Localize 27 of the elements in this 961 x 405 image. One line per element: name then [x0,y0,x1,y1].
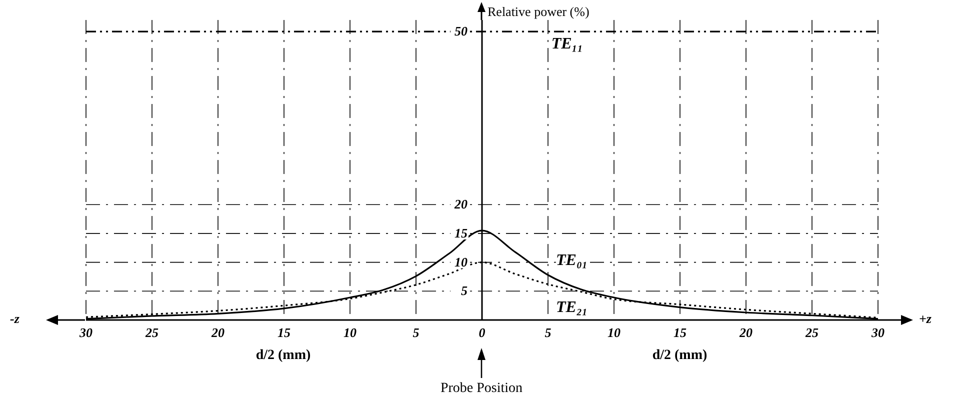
x-tick-label: 10 [344,325,357,340]
series-label: TE₁₁ [551,36,583,53]
x-tick-label: 0 [478,325,486,340]
x-tick-label: 15 [278,325,291,340]
x-tick-label: 25 [804,325,819,340]
text: d/2 (mm) [652,348,708,363]
text: +z [919,311,932,327]
x-tick-label: 20 [738,325,753,340]
text: -z [10,311,20,327]
x-tick-label: 30 [78,325,93,340]
y-tick-label: 15 [454,225,468,240]
x-tick-label: 5 [412,325,420,340]
series-label: TE₂₁ [556,299,588,316]
y-tick-label: 50 [454,24,468,39]
y-axis-title: Relative power (%) [488,4,590,20]
x-axis-title: d/2 (mm) [254,348,312,364]
x-tick-label: 15 [674,325,687,340]
x-tick-label: 10 [608,325,621,340]
x-tick-label: 20 [210,325,225,340]
x-tick-label: 25 [144,325,159,340]
x-tick-label: 5 [544,325,552,340]
y-tick-label: 20 [454,196,468,212]
text: Probe Position [439,381,524,397]
y-tick-label: 5 [461,283,468,298]
y-tick-label: 10 [454,254,468,270]
series-label: TE₀₁ [556,252,588,269]
x-tick-label: 30 [870,325,885,340]
